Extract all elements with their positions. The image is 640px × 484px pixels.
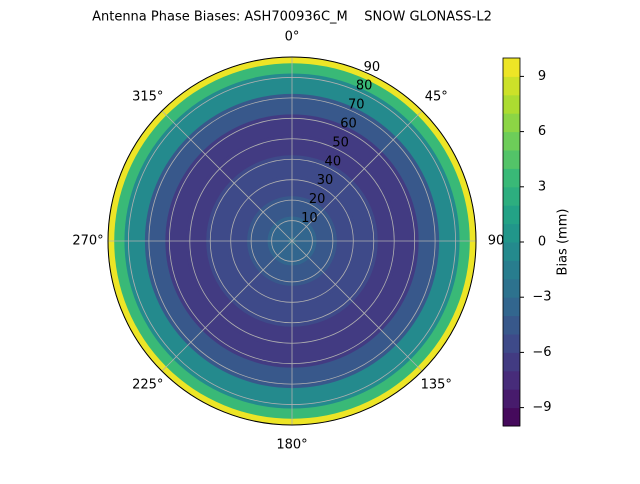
grid-spoke bbox=[291, 240, 423, 372]
colorbar-tick-label: −9 bbox=[532, 400, 551, 415]
colorbar-band bbox=[503, 223, 520, 243]
theta-tick-label: 270° bbox=[72, 234, 103, 249]
colorbar-band bbox=[503, 186, 520, 206]
grid-spoke bbox=[291, 110, 423, 242]
colorbar-band bbox=[503, 113, 520, 133]
colorbar-band bbox=[503, 260, 520, 280]
theta-tick-label: 135° bbox=[421, 378, 452, 393]
colorbar-label: Bias (mm) bbox=[556, 209, 571, 276]
colorbar-band bbox=[503, 297, 520, 317]
r-tick-label: 70 bbox=[348, 98, 365, 113]
theta-tick-label: 315° bbox=[132, 89, 163, 104]
colorbar-tick-label: 9 bbox=[538, 69, 546, 84]
chart-title: Antenna Phase Biases: ASH700936C_M SNOW … bbox=[92, 10, 492, 25]
colorbar-band bbox=[503, 58, 520, 77]
colorbar-band bbox=[503, 150, 520, 169]
colorbar-tick-label: −3 bbox=[532, 290, 551, 305]
colorbar-band bbox=[503, 352, 520, 372]
colorbar-band bbox=[503, 131, 520, 151]
r-tick-label: 50 bbox=[332, 135, 349, 150]
colorbar-tick-label: 3 bbox=[538, 179, 546, 194]
colorbar-tick-label: 0 bbox=[538, 235, 546, 250]
polar-frame bbox=[107, 56, 477, 426]
theta-tick-label: 90 bbox=[488, 234, 505, 249]
r-tick-label: 20 bbox=[309, 192, 326, 207]
colorbar-band bbox=[503, 334, 520, 353]
colorbar-band bbox=[503, 94, 520, 114]
theta-tick-label: 45° bbox=[425, 89, 448, 104]
r-tick-label: 30 bbox=[317, 173, 334, 188]
theta-tick-label: 180° bbox=[276, 438, 307, 453]
theta-tick-label: 225° bbox=[132, 378, 163, 393]
grid-spoke bbox=[161, 110, 293, 242]
r-tick-label: 60 bbox=[340, 116, 357, 131]
theta-tick-label: 0° bbox=[285, 30, 300, 45]
colorbar-tick-label: 6 bbox=[538, 124, 546, 139]
grid-spoke bbox=[161, 240, 293, 372]
r-tick-label: 40 bbox=[325, 154, 342, 169]
r-tick-label: 10 bbox=[301, 211, 318, 226]
colorbar-band bbox=[503, 315, 520, 335]
colorbar-band bbox=[503, 370, 520, 390]
colorbar-band bbox=[503, 278, 520, 298]
colorbar-band bbox=[503, 168, 520, 188]
colorbar-band bbox=[503, 389, 520, 409]
colorbar-band bbox=[503, 242, 520, 261]
r-tick-label: 90 bbox=[364, 60, 381, 75]
colorbar-band bbox=[503, 205, 520, 225]
r-tick-label: 80 bbox=[356, 79, 373, 94]
colorbar-band bbox=[503, 407, 520, 427]
colorbar-band bbox=[503, 76, 520, 96]
colorbar-tick-label: −6 bbox=[532, 345, 551, 360]
